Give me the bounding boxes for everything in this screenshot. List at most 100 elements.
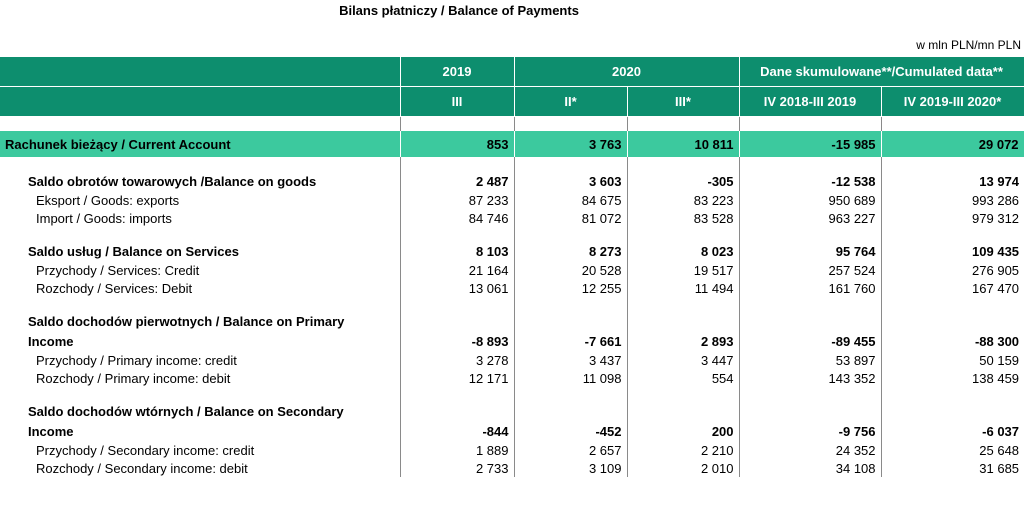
header-cum-2: IV 2019-III 2020* (881, 86, 1024, 117)
value-cell: -9 756 (739, 421, 882, 441)
value-cell: 83 223 (627, 191, 740, 209)
value-cell: 2 893 (627, 331, 740, 351)
value-cell: 3 447 (627, 351, 740, 369)
goods-imports-row: Import / Goods: imports 84 746 81 072 83… (0, 209, 1024, 227)
value-cell: -305 (627, 171, 740, 191)
row-label: Saldo usług / Balance on Services (0, 241, 401, 261)
value-cell: 13 974 (979, 173, 1020, 189)
value-cell: 2 733 (400, 459, 515, 477)
value-cell: 50 159 (979, 352, 1020, 368)
value-cell: 20 528 (514, 261, 628, 279)
header-empty-cell (0, 86, 401, 117)
row-label: Przychody / Primary income: credit (0, 351, 401, 369)
value-cell: 31 685 (979, 460, 1020, 476)
value-cell: 24 352 (739, 441, 882, 459)
row-label: Rachunek bieżący / Current Account (0, 131, 401, 157)
row-label: Saldo dochodów wtórnych / Balance on Sec… (0, 401, 401, 421)
primary-credit-row: Przychody / Primary income: credit 3 278… (0, 351, 1024, 369)
unit-label: w mln PLN/mn PLN (916, 38, 1021, 52)
value-cell: 3 278 (400, 351, 515, 369)
row-label: Przychody / Services: Credit (0, 261, 401, 279)
value-cell: -12 538 (739, 171, 882, 191)
value-cell: 95 764 (739, 241, 882, 261)
value-cell: 12 255 (514, 279, 628, 297)
row-label: Income (0, 421, 401, 441)
value-cell: 3 109 (514, 459, 628, 477)
value-cell: 11 098 (514, 369, 628, 387)
value-cell: 12 171 (400, 369, 515, 387)
primary-income-row-1: Saldo dochodów pierwotnych / Balance on … (0, 311, 1024, 331)
value-cell: 84 675 (514, 191, 628, 209)
value-cell: 138 459 (972, 370, 1020, 386)
value-cell: 84 746 (400, 209, 515, 227)
value-cell: 2 210 (627, 441, 740, 459)
secondary-income-row-1: Saldo dochodów wtórnych / Balance on Sec… (0, 401, 1024, 421)
value-cell: -88 300 (974, 333, 1020, 349)
header-cum-1: IV 2018-III 2019 (739, 86, 882, 117)
goods-row: Saldo obrotów towarowych /Balance on goo… (0, 171, 1024, 191)
value-cell: 950 689 (739, 191, 882, 209)
value-cell: 257 524 (739, 261, 882, 279)
value-cell: 13 061 (400, 279, 515, 297)
value-cell: 200 (627, 421, 740, 441)
row-label: Import / Goods: imports (0, 209, 401, 227)
value-cell: 21 164 (400, 261, 515, 279)
row-label: Rozchody / Primary income: debit (0, 369, 401, 387)
value-cell: 276 905 (972, 262, 1020, 278)
value-cell: 993 286 (972, 192, 1020, 208)
value-cell: 3 437 (514, 351, 628, 369)
spacer-row (0, 227, 1024, 241)
spacer-row (0, 297, 1024, 311)
value-cell: 81 072 (514, 209, 628, 227)
value-cell: -452 (514, 421, 628, 441)
secondary-debit-row: Rozchody / Secondary income: debit 2 733… (0, 459, 1024, 477)
value-cell: -8 893 (400, 331, 515, 351)
value-cell: 3 763 (514, 131, 628, 157)
secondary-income-row-2: Income -844 -452 200 -9 756 -6 037 (0, 421, 1024, 441)
row-label: Przychody / Secondary income: credit (0, 441, 401, 459)
value-cell: 161 760 (739, 279, 882, 297)
goods-exports-row: Eksport / Goods: exports 87 233 84 675 8… (0, 191, 1024, 209)
value-cell: 143 352 (739, 369, 882, 387)
value-cell: -15 985 (739, 131, 882, 157)
header-2020-III: III* (627, 86, 740, 117)
row-label: Saldo obrotów towarowych /Balance on goo… (0, 171, 401, 191)
current-account-row: Rachunek bieżący / Current Account 853 3… (0, 131, 1024, 157)
value-cell: -6 037 (982, 423, 1020, 439)
header-row-years: 2019 2020 Dane skumulowane**/Cumulated d… (0, 57, 1024, 87)
header-2019-III: III (400, 86, 515, 117)
header-year-2019: 2019 (400, 57, 515, 87)
value-cell: 8 103 (400, 241, 515, 261)
header-row-periods: III II* III* IV 2018-III 2019 IV 2019-II… (0, 86, 1024, 117)
row-label: Income (0, 331, 401, 351)
header-cumulated: Dane skumulowane**/Cumulated data** (739, 57, 1024, 87)
value-cell: 10 811 (627, 131, 740, 157)
spacer-row (0, 387, 1024, 401)
value-cell: 963 227 (739, 209, 882, 227)
page-title: Bilans płatniczy / Balance of Payments (339, 3, 579, 18)
header-year-2020: 2020 (514, 57, 740, 87)
value-cell: 11 494 (627, 279, 740, 297)
services-row: Saldo usług / Balance on Services 8 103 … (0, 241, 1024, 261)
value-cell: 3 603 (514, 171, 628, 191)
value-cell: 554 (627, 369, 740, 387)
value-cell: 8 023 (627, 241, 740, 261)
header-empty-cell (0, 57, 401, 87)
row-label: Saldo dochodów pierwotnych / Balance on … (0, 311, 401, 331)
value-cell: -7 661 (514, 331, 628, 351)
value-cell: 29 072 (881, 131, 1024, 157)
value-cell: 83 528 (627, 209, 740, 227)
services-credit-row: Przychody / Services: Credit 21 164 20 5… (0, 261, 1024, 279)
value-cell: 87 233 (400, 191, 515, 209)
value-cell: 19 517 (627, 261, 740, 279)
spacer-row (0, 157, 1024, 171)
value-cell: 53 897 (739, 351, 882, 369)
value-cell: -89 455 (739, 331, 882, 351)
value-cell: 853 (400, 131, 515, 157)
value-cell: 2 010 (627, 459, 740, 477)
primary-debit-row: Rozchody / Primary income: debit 12 171 … (0, 369, 1024, 387)
value-cell: 979 312 (972, 210, 1020, 226)
row-label: Rozchody / Services: Debit (0, 279, 401, 297)
value-cell: 1 889 (400, 441, 515, 459)
spacer-row (0, 116, 1024, 131)
